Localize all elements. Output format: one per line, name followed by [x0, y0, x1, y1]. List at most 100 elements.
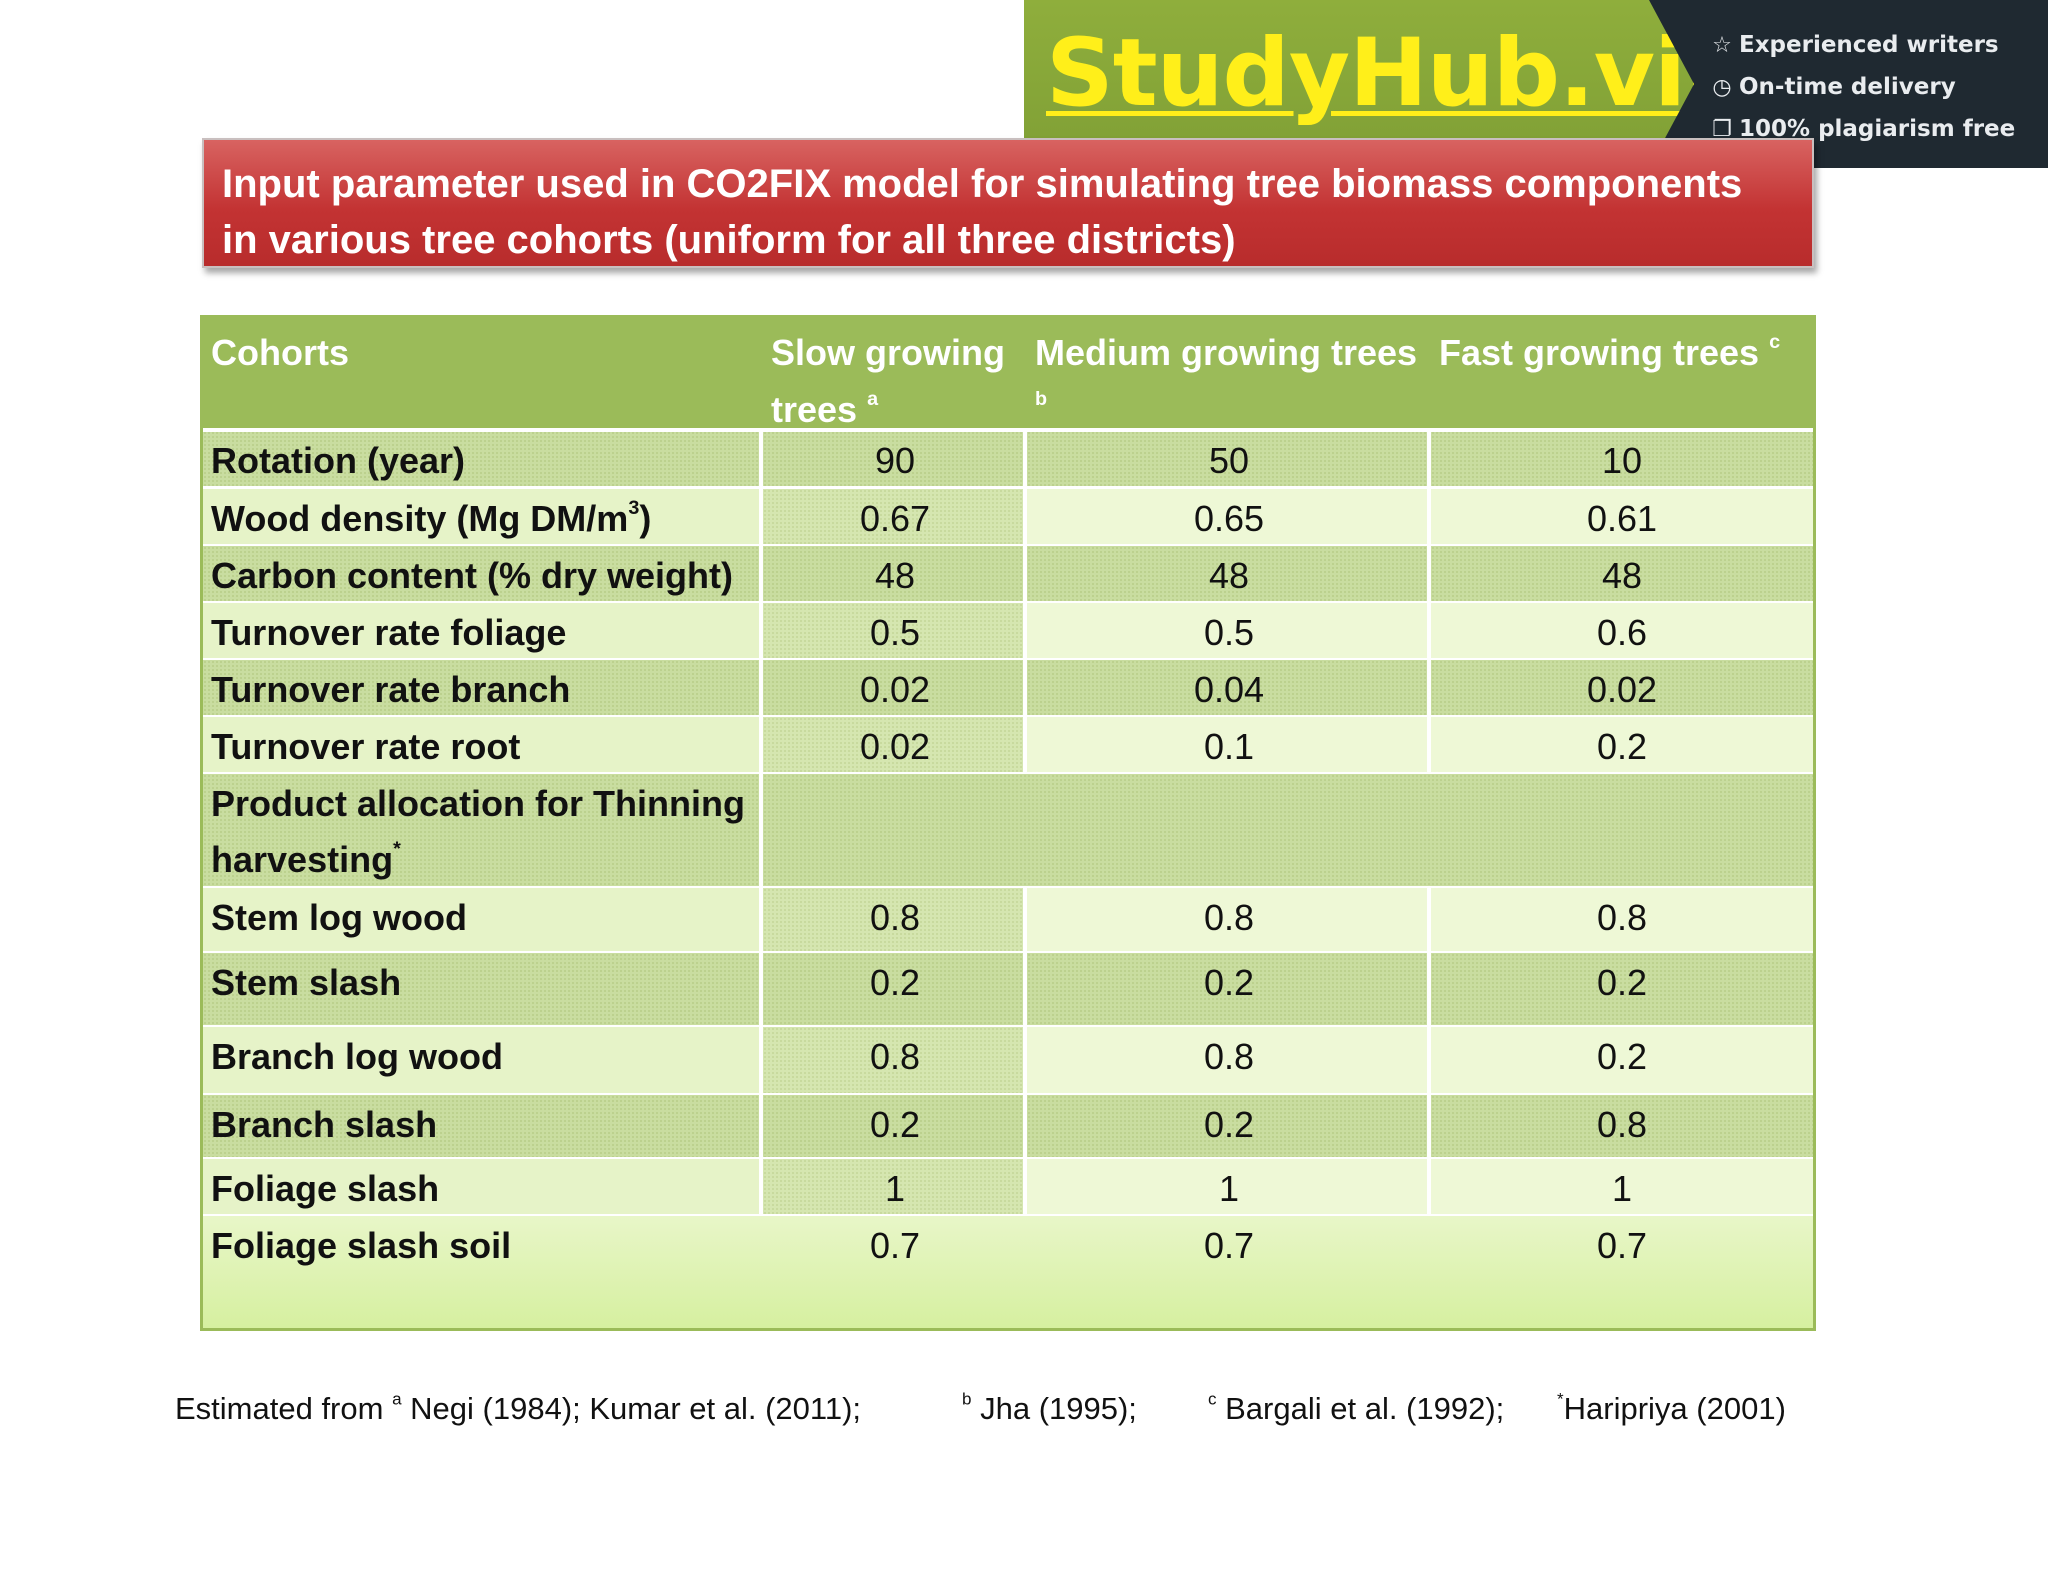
column-divider — [759, 431, 763, 488]
footnote-prefix: Estimated from — [175, 1391, 393, 1426]
column-divider — [759, 717, 763, 774]
value-cell: 0.8 — [763, 1027, 1027, 1095]
watermark-logo: StudyHub.vip — [1046, 19, 1752, 128]
value-cell: 48 — [763, 546, 1027, 603]
value-cell: 0.61 — [1431, 489, 1813, 546]
copy-icon: ❐ — [1712, 116, 1732, 142]
column-divider — [1023, 660, 1027, 717]
value-cell: 50 — [1027, 431, 1431, 488]
table-row: Product allocation for Thinning harvesti… — [203, 774, 1813, 888]
value-cell: 0.2 — [1431, 1027, 1813, 1095]
value-cell: 0.04 — [1027, 660, 1431, 717]
row-label-text: Turnover rate foliage — [211, 612, 567, 653]
column-divider — [759, 774, 763, 888]
value-cell: 0.2 — [763, 953, 1027, 1027]
column-divider — [759, 660, 763, 717]
table-row: Wood density (Mg DM/m3) 0.67 0.65 0.61 — [203, 489, 1813, 546]
column-divider — [759, 953, 763, 1027]
footnote-source-c: c Bargali et al. (1992); — [1208, 1384, 1504, 1434]
column-divider — [1023, 489, 1027, 546]
row-label-text: Rotation (year) — [211, 440, 466, 481]
row-label: Stem slash — [203, 953, 759, 1027]
column-divider — [1023, 603, 1027, 660]
value-cell: 0.5 — [763, 603, 1027, 660]
table-row: Turnover rate branch 0.02 0.04 0.02 — [203, 660, 1813, 717]
header-text: Medium growing trees — [1035, 332, 1418, 373]
footnote-text: Negi (1984); Kumar et al. (2011); — [401, 1391, 862, 1426]
watermark-banner: StudyHub.vip ☆ Experienced writers ◷ On-… — [1024, 0, 2048, 168]
value-cell: 1 — [1027, 1159, 1431, 1216]
watermark-feature-label: On-time delivery — [1739, 74, 1956, 100]
column-divider — [759, 489, 763, 546]
value-cell: 0.8 — [1027, 1027, 1431, 1095]
slide-title-line-1: Input parameter used in CO2FIX model for… — [222, 162, 1743, 206]
header-superscript: c — [1769, 331, 1781, 354]
watermark-feature-label: Experienced writers — [1739, 32, 1999, 58]
column-divider — [1427, 717, 1431, 774]
watermark-feature: ☆ Experienced writers — [1709, 24, 2015, 66]
header-slow-growing: Slow growing trees a — [763, 318, 1027, 431]
row-divider — [203, 486, 1813, 490]
row-label-superscript: * — [393, 838, 401, 861]
row-label: Branch slash — [203, 1095, 759, 1159]
column-divider — [759, 888, 763, 953]
header-superscript: b — [1035, 388, 1048, 411]
value-cell: 0.7 — [869, 1225, 921, 1266]
footnote-source-b: b Jha (1995); — [962, 1384, 1137, 1434]
section-merged-cell — [763, 774, 1813, 888]
column-divider — [1023, 953, 1027, 1027]
table-row: Stem log wood 0.8 0.8 0.8 — [203, 888, 1813, 953]
column-divider — [759, 1159, 763, 1216]
watermark-feature: ◷ On-time delivery — [1709, 66, 2015, 108]
table-row: Foliage slash 1 1 1 — [203, 1159, 1813, 1216]
column-divider — [759, 603, 763, 660]
value-cell: 0.2 — [1027, 1095, 1431, 1159]
value-cell: 0.2 — [1431, 953, 1813, 1027]
column-divider — [1023, 1095, 1027, 1159]
header-text: Slow growing trees — [771, 332, 1005, 430]
table-row: Turnover rate foliage 0.5 0.5 0.6 — [203, 603, 1813, 660]
value-cell: 1 — [1431, 1159, 1813, 1216]
column-divider — [1023, 546, 1027, 603]
row-label: Branch log wood — [203, 1027, 759, 1095]
slide-title: Input parameter used in CO2FIX model for… — [202, 138, 1814, 268]
star-icon: ☆ — [1712, 32, 1732, 58]
row-label: Stem log wood — [203, 888, 759, 953]
slide-title-line-2: in various tree cohorts (uniform for all… — [222, 218, 1236, 262]
column-divider — [1427, 603, 1431, 660]
clock-icon: ◷ — [1712, 74, 1732, 100]
column-divider — [1427, 953, 1431, 1027]
table-row: Carbon content (% dry weight) 48 48 48 — [203, 546, 1813, 603]
column-divider — [759, 1095, 763, 1159]
value-cell: 0.2 — [763, 1095, 1027, 1159]
value-cell: 0.5 — [1027, 603, 1431, 660]
row-label: Turnover rate branch — [203, 660, 759, 717]
value-cell: 0.8 — [1431, 888, 1813, 953]
header-cohorts: Cohorts — [203, 318, 759, 431]
row-label: Product allocation for Thinning harvesti… — [203, 774, 759, 888]
value-cell: 0.2 — [1431, 717, 1813, 774]
column-divider — [1023, 1027, 1027, 1095]
column-divider — [1427, 1095, 1431, 1159]
column-divider — [1427, 431, 1431, 488]
row-label: Turnover rate root — [203, 717, 759, 774]
footnote-source-star: *Haripriya (2001) — [1557, 1384, 1786, 1434]
footnote-source-a: Estimated from a Negi (1984); Kumar et a… — [175, 1384, 861, 1434]
watermark-feature-list: ☆ Experienced writers ◷ On-time delivery… — [1709, 24, 2015, 150]
value-cell: 0.1 — [1027, 717, 1431, 774]
table-row: Foliage slash soil 0.7 0.7 0.7 — [203, 1216, 1813, 1328]
table-row: Branch log wood 0.8 0.8 0.2 — [203, 1027, 1813, 1095]
row-label-text: Stem slash — [211, 962, 402, 1003]
row-label: Rotation (year) — [203, 431, 759, 488]
column-divider — [1023, 717, 1027, 774]
column-divider — [1427, 888, 1431, 953]
table-row: Branch slash 0.2 0.2 0.8 — [203, 1095, 1813, 1159]
table-row: Rotation (year) 90 50 10 — [203, 431, 1813, 488]
footnote-superscript: b — [962, 1389, 972, 1409]
watermark-feature: ❐ 100% plagiarism free — [1709, 108, 2015, 150]
row-label: Foliage slash — [203, 1159, 759, 1216]
row-label: Turnover rate foliage — [203, 603, 759, 660]
footnote-superscript: * — [1557, 1389, 1564, 1409]
column-divider — [1023, 888, 1027, 953]
row-label-tail: ) — [639, 498, 652, 539]
